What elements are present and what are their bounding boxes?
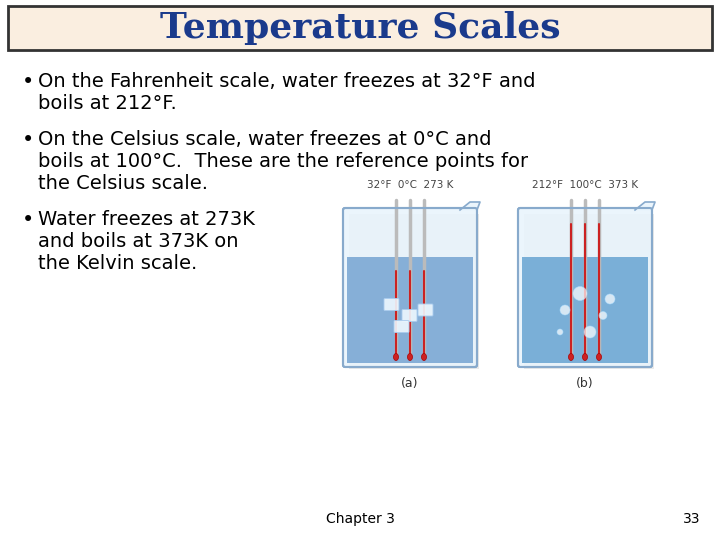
FancyBboxPatch shape (384, 299, 399, 310)
Text: On the Fahrenheit scale, water freezes at 32°F and: On the Fahrenheit scale, water freezes a… (38, 72, 536, 91)
Ellipse shape (394, 354, 398, 361)
Ellipse shape (605, 294, 615, 304)
Text: and boils at 373K on: and boils at 373K on (38, 232, 238, 251)
Polygon shape (635, 202, 655, 210)
Ellipse shape (421, 354, 426, 361)
Ellipse shape (584, 326, 596, 338)
FancyBboxPatch shape (8, 6, 712, 50)
Text: boils at 100°C.  These are the reference points for: boils at 100°C. These are the reference … (38, 152, 528, 171)
Ellipse shape (582, 354, 588, 361)
Text: •: • (22, 72, 35, 92)
Text: the Celsius scale.: the Celsius scale. (38, 174, 208, 193)
Text: On the Celsius scale, water freezes at 0°C and: On the Celsius scale, water freezes at 0… (38, 130, 492, 149)
FancyBboxPatch shape (518, 208, 652, 367)
Ellipse shape (573, 287, 587, 300)
Text: (a): (a) (401, 377, 419, 390)
Text: the Kelvin scale.: the Kelvin scale. (38, 254, 197, 273)
Text: Temperature Scales: Temperature Scales (160, 11, 560, 45)
Text: •: • (22, 130, 35, 150)
Text: 32°F  0°C  273 K: 32°F 0°C 273 K (366, 180, 453, 190)
FancyBboxPatch shape (402, 309, 417, 321)
Text: Water freezes at 273K: Water freezes at 273K (38, 210, 255, 229)
Text: 33: 33 (683, 512, 700, 526)
FancyBboxPatch shape (524, 214, 654, 369)
FancyBboxPatch shape (394, 321, 409, 333)
Ellipse shape (599, 312, 607, 320)
FancyBboxPatch shape (418, 304, 433, 316)
Text: •: • (22, 210, 35, 230)
FancyBboxPatch shape (349, 214, 479, 369)
Text: boils at 212°F.: boils at 212°F. (38, 94, 176, 113)
Ellipse shape (408, 354, 413, 361)
Text: (b): (b) (576, 377, 594, 390)
Ellipse shape (557, 329, 563, 335)
Ellipse shape (560, 305, 570, 315)
Ellipse shape (569, 354, 574, 361)
FancyBboxPatch shape (343, 208, 477, 367)
FancyBboxPatch shape (522, 257, 648, 363)
FancyBboxPatch shape (347, 257, 473, 363)
Text: 212°F  100°C  373 K: 212°F 100°C 373 K (532, 180, 638, 190)
Ellipse shape (596, 354, 601, 361)
Polygon shape (460, 202, 480, 210)
Text: Chapter 3: Chapter 3 (325, 512, 395, 526)
